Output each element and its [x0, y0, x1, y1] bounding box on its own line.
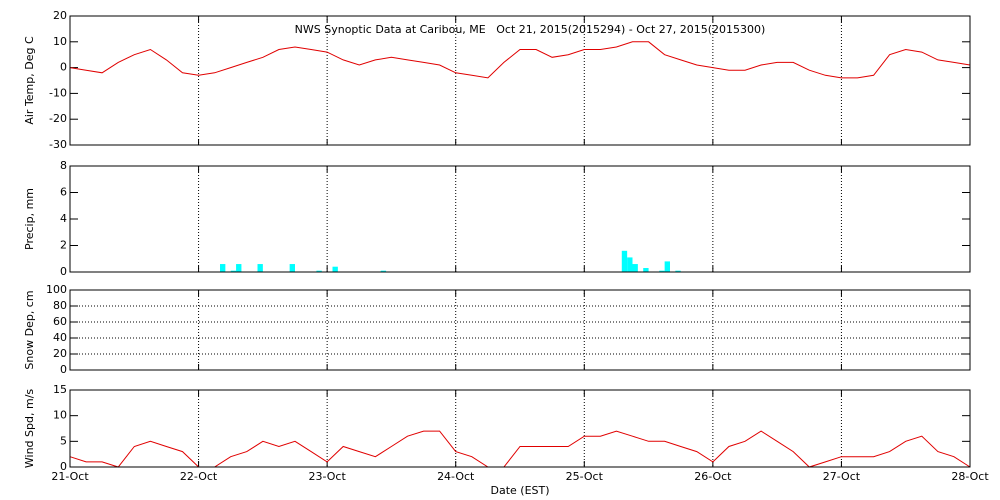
y-tick-label: 0 [60, 460, 67, 473]
y-tick-label: -30 [49, 138, 67, 151]
bar [675, 270, 681, 272]
x-tick-label: 25-Oct [566, 470, 604, 483]
y-axis-label: Wind Spd, m/s [23, 389, 36, 469]
y-axis-label: Air Temp, Deg C [23, 36, 36, 125]
y-axis-label: Snow Dep, cm [23, 290, 36, 369]
x-tick-label: 23-Oct [308, 470, 346, 483]
y-tick-label: 2 [60, 239, 67, 252]
y-tick-label: 20 [53, 347, 67, 360]
x-tick-label: 24-Oct [437, 470, 475, 483]
y-tick-label: 100 [46, 283, 67, 296]
bar [380, 270, 387, 272]
bar [220, 264, 226, 272]
y-tick-label: 5 [60, 434, 67, 447]
y-tick-label: 0 [60, 363, 67, 376]
y-tick-label: 80 [53, 299, 67, 312]
bar [316, 270, 322, 272]
bar [236, 264, 242, 272]
y-axis-label: Precip, mm [23, 188, 36, 250]
plot-frame [69, 389, 971, 468]
bar [643, 268, 649, 272]
y-tick-label: 6 [60, 186, 67, 199]
x-tick-label: 28-Oct [951, 470, 989, 483]
bar [332, 266, 338, 272]
data-line [69, 430, 971, 468]
y-tick-label: 10 [53, 409, 67, 422]
y-tick-label: 0 [60, 61, 67, 74]
y-tick-label: 4 [60, 212, 67, 225]
chart-title: NWS Synoptic Data at Caribou, ME Oct 21,… [295, 23, 766, 36]
x-axis-label: Date (EST) [490, 484, 549, 497]
plot-frame [69, 165, 971, 273]
bar [664, 261, 670, 272]
bar [632, 264, 638, 272]
y-tick-label: -10 [49, 86, 67, 99]
plot-frame [69, 289, 971, 371]
data-line [69, 41, 971, 79]
y-tick-label: 10 [53, 35, 67, 48]
bar [230, 270, 237, 272]
y-tick-label: 60 [53, 315, 67, 328]
x-tick-label: 22-Oct [180, 470, 218, 483]
bar [627, 257, 633, 272]
bar [621, 250, 628, 272]
y-tick-label: 40 [53, 331, 67, 344]
y-tick-label: 15 [53, 383, 67, 396]
x-tick-label: 26-Oct [694, 470, 732, 483]
bar [257, 264, 263, 272]
y-tick-label: 0 [60, 265, 67, 278]
bar [289, 264, 295, 272]
bar [659, 270, 665, 272]
x-tick-label: 27-Oct [823, 470, 861, 483]
x-tick-label: 21-Oct [51, 470, 89, 483]
y-tick-label: 8 [60, 159, 67, 172]
y-tick-label: 20 [53, 9, 67, 22]
y-tick-label: -20 [49, 112, 67, 125]
plot-frame [69, 15, 971, 146]
